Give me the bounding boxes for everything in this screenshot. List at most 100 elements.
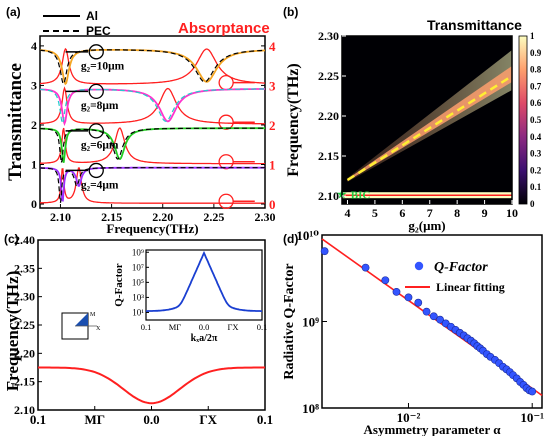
data-point [381, 276, 390, 285]
inset-y-tick-label: 10⁷ [132, 262, 144, 272]
dashed-fit-line [346, 74, 513, 182]
inset-x-tick-label: 0.1 [141, 322, 152, 332]
y-tick-label: 2.40 [14, 233, 35, 247]
colorbar-tick-label: 0.3 [530, 149, 542, 159]
y-tick-label: 2.25 [14, 318, 35, 332]
marker-circle [88, 83, 104, 100]
bz-label-m: M [90, 312, 96, 318]
heatmap-content [342, 50, 512, 199]
absorptance-line [40, 127, 265, 165]
x-axis-label: g₂(μm) [408, 218, 445, 233]
panel-label: (c) [4, 232, 19, 246]
x-tick-label: 10⁻¹ [520, 410, 544, 425]
marker-circle-red [218, 114, 234, 130]
y-tick-label: 2.15 [14, 375, 35, 389]
colorbar-tick-label: 0.9 [530, 48, 542, 58]
x-tick-label: 5 [372, 206, 378, 220]
bz-label-x: X [96, 326, 101, 332]
data-point [528, 387, 537, 396]
colorbar-tick-label: 0.8 [530, 65, 542, 75]
legend-label: PEC [86, 24, 111, 38]
y-tick-label: 2.30 [14, 290, 35, 304]
inset-x-tick-label: MΓ [169, 322, 182, 332]
data-point [414, 298, 423, 307]
y-tick-label: 2.35 [14, 261, 35, 275]
y-axis-label-right: Absorptance [178, 20, 270, 37]
series-label: g₂=6μm [81, 140, 119, 152]
inset-y-tick-label: 10³ [132, 292, 144, 302]
colorbar-tick-label: 1 [530, 31, 535, 41]
data-point [404, 293, 413, 302]
y-tick-label-right: 4 [269, 39, 276, 54]
data-point [361, 263, 370, 272]
x-tick-label: 6 [399, 206, 405, 220]
colorbar [518, 35, 528, 205]
resonance-band [347, 66, 512, 181]
data-point [436, 315, 444, 324]
x-tick-label: 0.1 [257, 412, 273, 427]
colorbar-tick-label: 0 [530, 199, 535, 209]
inset-x-tick-label: 0.0 [199, 322, 210, 332]
panel-d: (d) 10⁻² 10⁻¹ 10⁸ 10⁹ 10¹⁰ Asymmetry parameter… [282, 228, 544, 436]
inset-x-tick-label: 0.1 [257, 322, 268, 332]
heatmap-title: Transmittance [427, 17, 522, 33]
plot-frame [341, 35, 513, 205]
y-tick-label: 1 [31, 158, 37, 172]
x-tick-label: 2.10 [50, 210, 71, 224]
y-axis-label: Transmittance [5, 63, 26, 181]
data-point [392, 287, 401, 296]
inset-frame [145, 249, 263, 321]
x-tick-label: 4 [344, 206, 350, 220]
colorbar-tick-label: 0.6 [530, 98, 542, 108]
band-line [38, 366, 265, 405]
absorptance-line [40, 86, 265, 125]
panel-label: (b) [283, 5, 298, 19]
legend-marker [414, 261, 424, 271]
x-tick-label: 8 [454, 206, 460, 220]
panel-label: (d) [283, 232, 298, 246]
plot-frame [321, 234, 543, 409]
inset-x-axis-label: kₓa/2π [191, 333, 218, 344]
data-point [320, 247, 329, 256]
x-tick-label: 2.25 [203, 210, 224, 224]
pec-line [39, 127, 265, 163]
marker-circle-red [218, 75, 234, 91]
series-label: g₂=4μm [81, 179, 119, 191]
series-label: g₂=10μm [81, 61, 125, 73]
y-tick-label: 10⁹ [302, 315, 319, 330]
y-tick-label: 2.30 [318, 29, 339, 43]
x-tick-label: 0.0 [143, 412, 159, 427]
pec-line [40, 167, 265, 203]
legend-label: Linear fitting [436, 280, 505, 294]
panel-label: (a) [6, 5, 21, 19]
marker-circle [88, 162, 104, 179]
colorbar-tick-label: 0.7 [530, 81, 542, 91]
resonance-band-glow [347, 50, 512, 182]
x-tick-label: 2.30 [255, 210, 276, 224]
y-tick-label-right: 1 [269, 158, 276, 173]
x-tick-label: 9 [482, 206, 488, 220]
inset-y-tick-label: 10⁵ [132, 277, 144, 287]
x-tick-label: 0.1 [30, 412, 46, 427]
y-tick-label: 2.20 [14, 346, 35, 360]
y-tick-label: 2.15 [318, 149, 339, 163]
y-tick-label: 3 [31, 78, 37, 92]
legend-label: Q-Factor [434, 260, 488, 275]
absorptance-line [39, 167, 265, 204]
x-tick-label: 2.20 [152, 210, 173, 224]
y-axis-label: Frequency(THz) [285, 63, 302, 176]
pec-line [39, 88, 265, 124]
inset-q-line [146, 250, 262, 312]
data-point [429, 312, 438, 321]
y-tick-label: 4 [31, 39, 37, 53]
brillouin-zone-icon: MX [61, 312, 101, 340]
x-tick-label: ΓX [199, 412, 217, 427]
y-tick-label: 2 [31, 118, 37, 132]
panel-c: (c)0.1 MΓ 0.0 ΓX 0.12.102.152.202.252.302.35… [3, 232, 273, 427]
y-tick-label: 10¹⁰ [296, 228, 319, 243]
legend-label: Al [86, 9, 98, 23]
colorbar-tick-label: 0.2 [530, 165, 542, 175]
series-label: g₂=8μm [81, 100, 119, 112]
